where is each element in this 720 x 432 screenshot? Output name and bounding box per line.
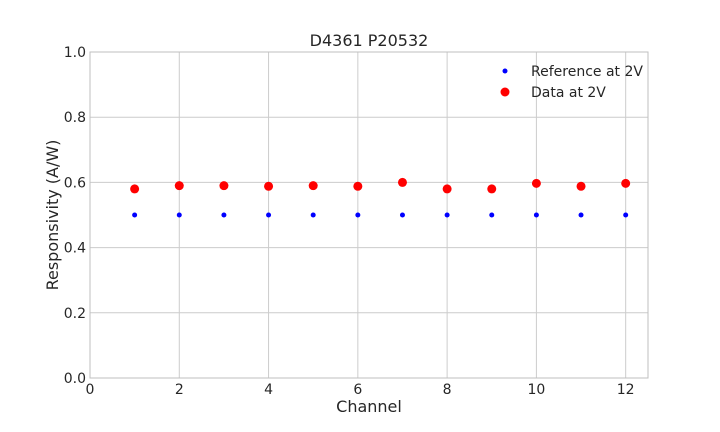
data-point bbox=[531, 178, 541, 188]
reference-point bbox=[623, 212, 629, 218]
legend: Reference at 2V Data at 2V bbox=[500, 64, 643, 101]
y-tick-label: 0.2 bbox=[64, 306, 86, 322]
reference-point bbox=[310, 212, 316, 218]
reference-point bbox=[444, 212, 450, 218]
x-tick-label: 4 bbox=[264, 382, 273, 398]
y-tick-label: 0.4 bbox=[64, 241, 86, 257]
reference-point bbox=[266, 212, 272, 218]
x-tick-label: 2 bbox=[175, 382, 184, 398]
data-point bbox=[621, 178, 631, 188]
reference-point bbox=[578, 212, 584, 218]
reference-point bbox=[221, 212, 227, 218]
data-point bbox=[442, 184, 452, 194]
x-tick-label: 10 bbox=[527, 382, 545, 398]
reference-point bbox=[489, 212, 495, 218]
reference-point bbox=[533, 212, 539, 218]
legend-marker-data bbox=[500, 87, 510, 97]
tick-labels: 0 2 4 6 8 10 12 0.0 0.2 0.4 0.6 0.8 1.0 bbox=[64, 45, 635, 398]
reference-point bbox=[399, 212, 405, 218]
y-tick-label: 0.0 bbox=[64, 371, 86, 387]
y-axis-label: Responsivity (A/W) bbox=[43, 140, 62, 291]
data-points bbox=[130, 177, 631, 218]
legend-label-reference: Reference at 2V bbox=[531, 64, 643, 80]
data-point bbox=[397, 177, 407, 187]
x-tick-label: 8 bbox=[443, 382, 452, 398]
x-tick-label: 6 bbox=[353, 382, 362, 398]
legend-label-data: Data at 2V bbox=[531, 85, 606, 101]
y-tick-label: 0.8 bbox=[64, 110, 86, 126]
legend-marker-reference bbox=[502, 68, 508, 74]
plot-frame bbox=[89, 51, 649, 379]
data-point bbox=[353, 181, 363, 191]
data-point bbox=[487, 184, 497, 194]
chart-title: D4361 P20532 bbox=[310, 31, 429, 50]
data-point bbox=[219, 181, 229, 191]
y-tick-label: 1.0 bbox=[64, 45, 86, 61]
x-tick-label: 0 bbox=[86, 382, 95, 398]
data-point bbox=[174, 181, 184, 191]
data-point bbox=[130, 184, 140, 194]
y-tick-label: 0.6 bbox=[64, 175, 86, 191]
data-point bbox=[264, 181, 274, 191]
data-point bbox=[576, 181, 586, 191]
data-point bbox=[308, 181, 318, 191]
reference-point bbox=[132, 212, 138, 218]
reference-point bbox=[355, 212, 361, 218]
x-tick-label: 12 bbox=[617, 382, 635, 398]
reference-point bbox=[176, 212, 182, 218]
x-axis-label: Channel bbox=[336, 397, 402, 416]
